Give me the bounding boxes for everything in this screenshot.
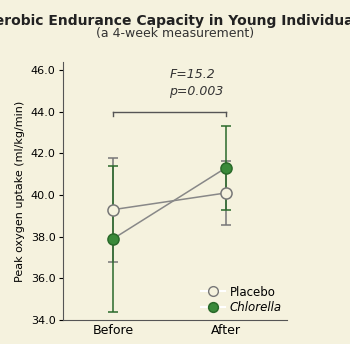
Text: Aerobic Endurance Capacity in Young Individuals: Aerobic Endurance Capacity in Young Indi… (0, 14, 350, 29)
Title: (a 4-week measurement): (a 4-week measurement) (96, 27, 254, 40)
Text: F=15.2: F=15.2 (169, 68, 215, 81)
Y-axis label: Peak oxygen uptake (ml/kg/min): Peak oxygen uptake (ml/kg/min) (15, 100, 25, 281)
Text: p=0.003: p=0.003 (169, 85, 224, 98)
Legend: Placebo, Chlorella: Placebo, Chlorella (201, 286, 281, 314)
